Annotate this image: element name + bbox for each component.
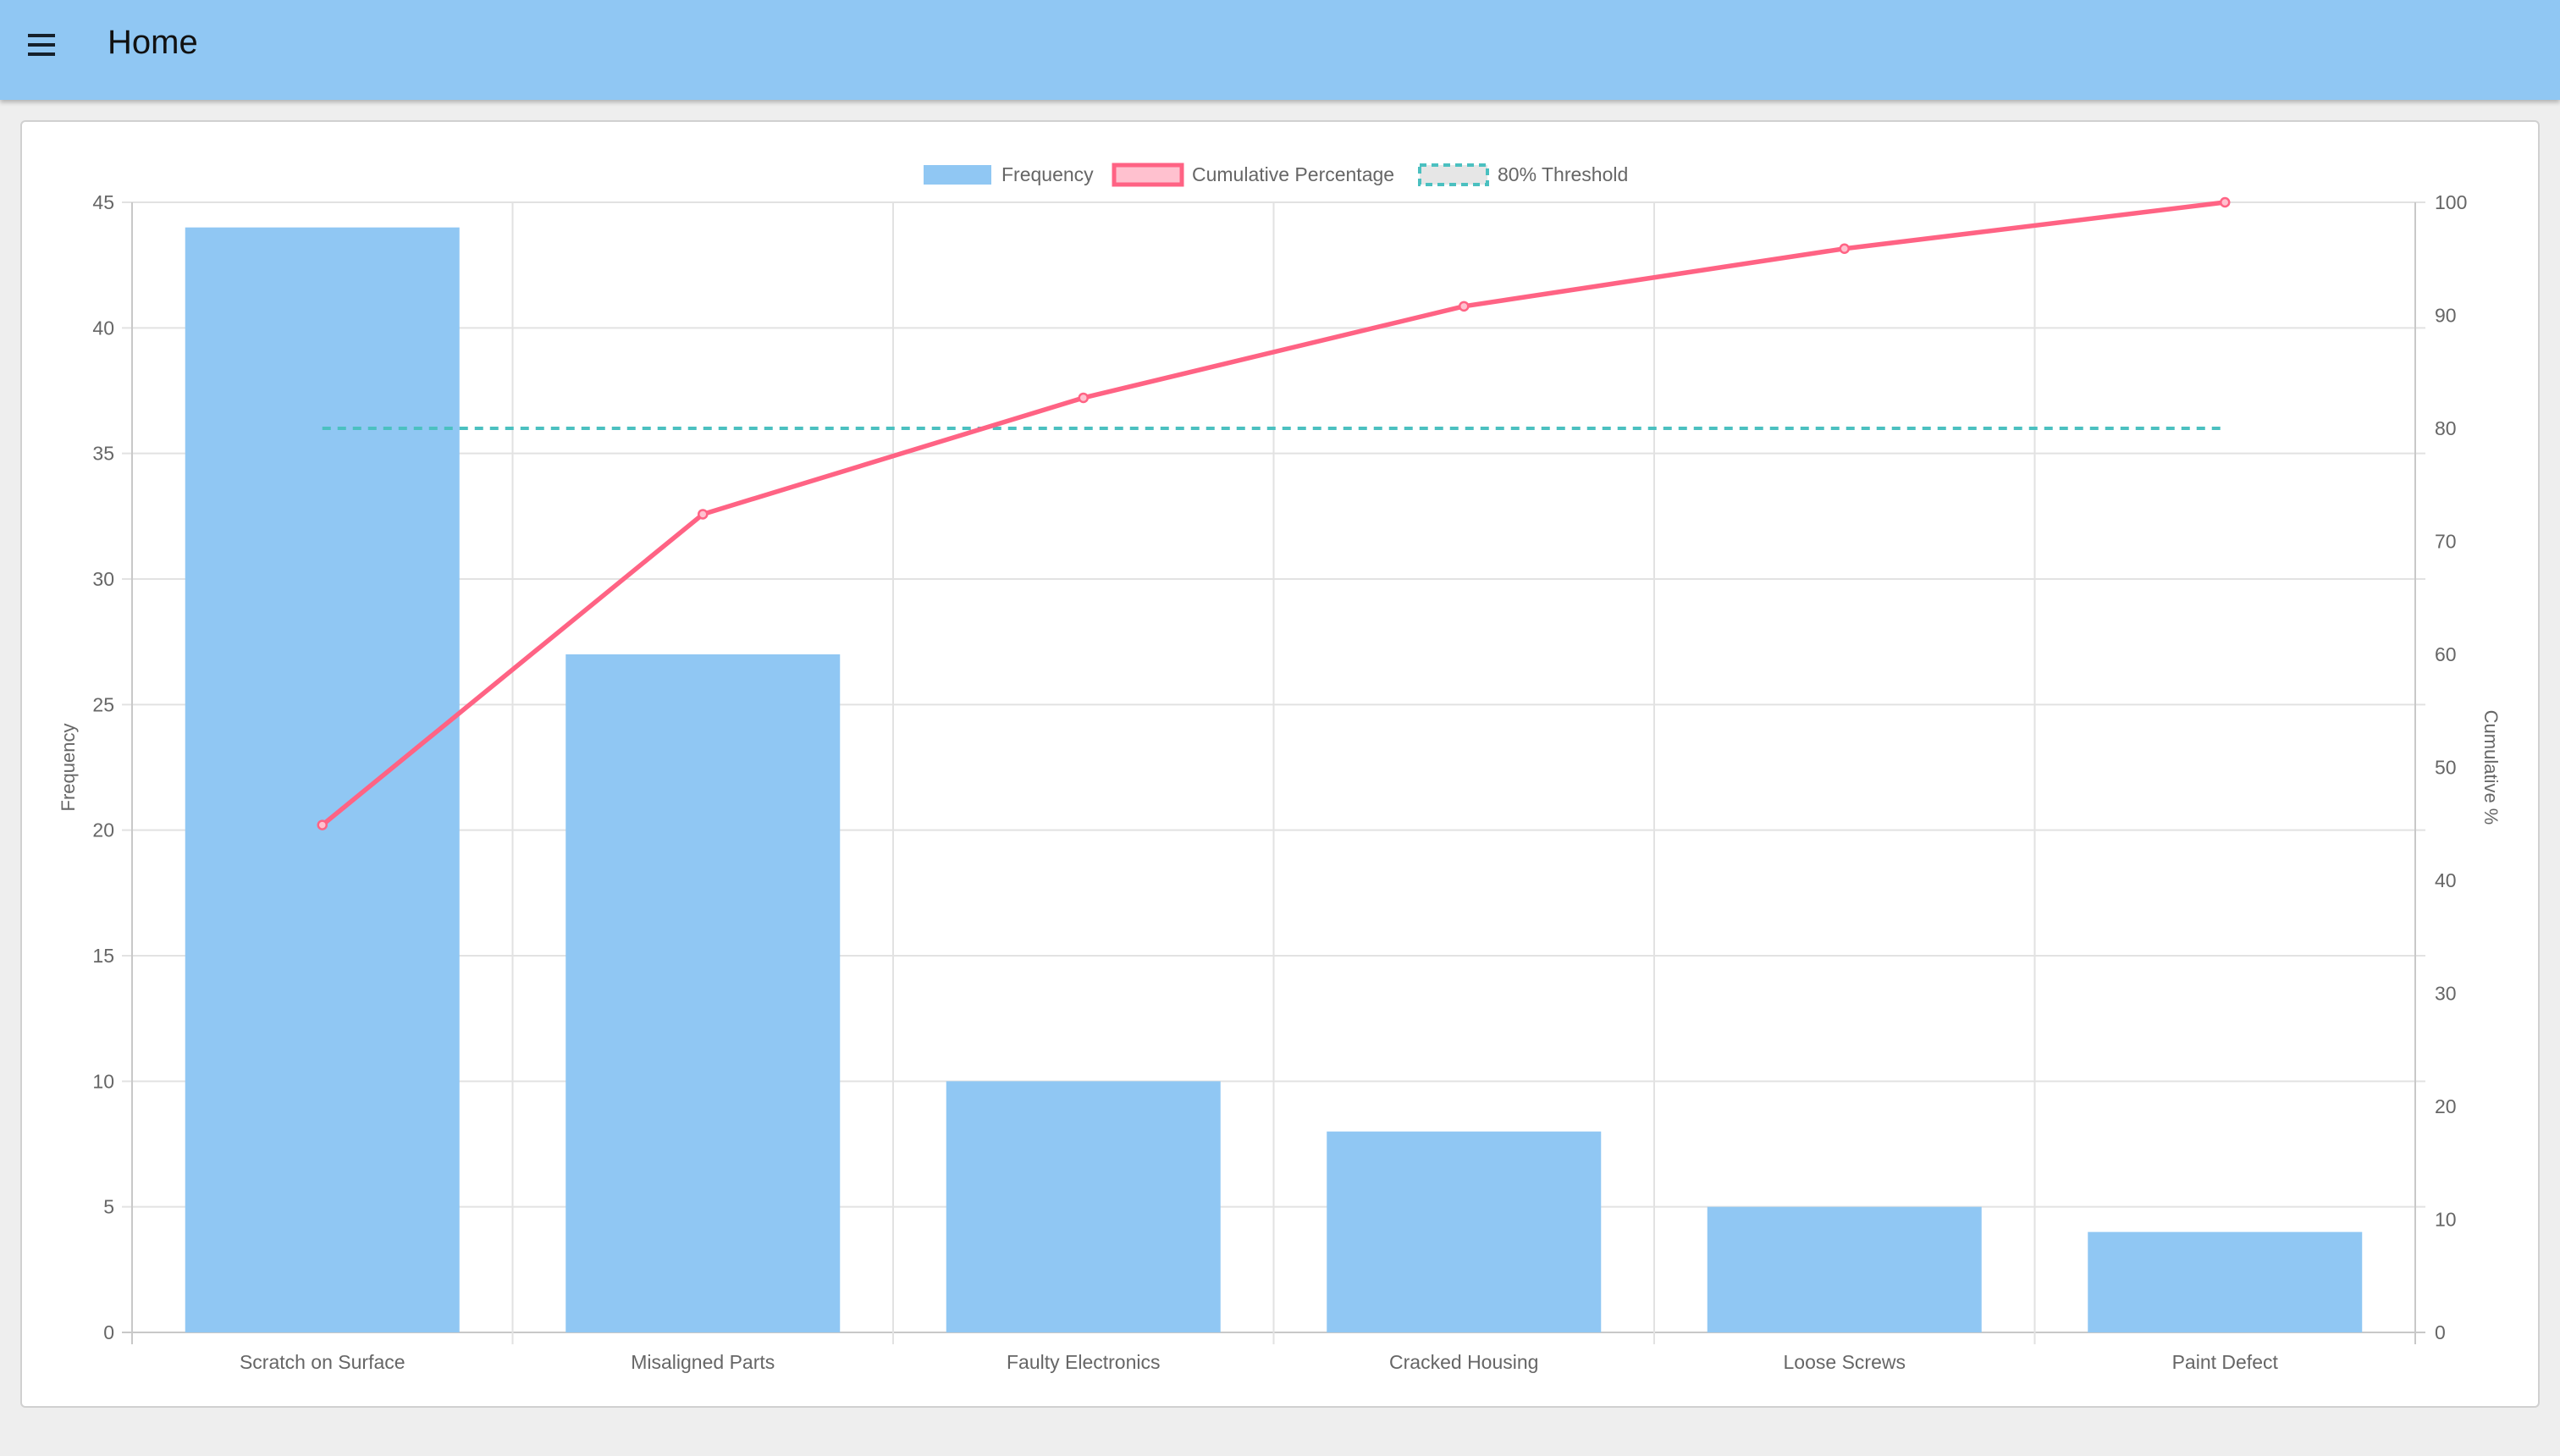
y2-tick-label: 90 bbox=[2435, 305, 2457, 327]
cumulative-line bbox=[321, 200, 2226, 827]
y-axis-title: Frequency bbox=[58, 724, 79, 812]
y2-tick-label: 100 bbox=[2435, 191, 2467, 213]
y2-tick-label: 40 bbox=[2435, 869, 2457, 891]
cumulative-point bbox=[1078, 392, 1089, 404]
y2-tick-label: 50 bbox=[2435, 757, 2457, 779]
bar bbox=[185, 227, 460, 1333]
y2-tick-label: 0 bbox=[2435, 1321, 2446, 1343]
y-tick-label: 10 bbox=[92, 1070, 114, 1092]
x-tick-label: Misaligned Parts bbox=[631, 1351, 775, 1373]
y-tick-label: 15 bbox=[92, 945, 114, 967]
y2-tick-label: 30 bbox=[2435, 983, 2457, 1005]
legend-swatch-cumulative bbox=[1112, 163, 1184, 187]
legend-label-cumulative: Cumulative Percentage bbox=[1192, 163, 1394, 185]
bar bbox=[1707, 1206, 1982, 1332]
legend-swatch-frequency bbox=[924, 165, 991, 185]
cumulative-point bbox=[1459, 301, 1470, 312]
cumulative-point bbox=[698, 509, 709, 520]
legend-label-threshold: 80% Threshold bbox=[1498, 163, 1628, 185]
y-tick-label: 45 bbox=[92, 191, 114, 213]
y2-tick-label: 10 bbox=[2435, 1209, 2457, 1231]
bar bbox=[566, 654, 841, 1332]
x-tick-label: Paint Defect bbox=[2172, 1351, 2279, 1373]
app-bar: Home bbox=[0, 0, 2560, 100]
bar bbox=[946, 1081, 1221, 1332]
x-tick-label: Scratch on Surface bbox=[240, 1351, 406, 1373]
y2-tick-label: 70 bbox=[2435, 531, 2457, 553]
y-tick-label: 25 bbox=[92, 693, 114, 715]
cumulative-point bbox=[2220, 196, 2231, 208]
y-tick-label: 40 bbox=[92, 317, 114, 339]
y-tick-label: 20 bbox=[92, 819, 114, 841]
cumulative-point bbox=[317, 819, 328, 830]
cumulative-point bbox=[1839, 243, 1850, 254]
hamburger-menu-icon[interactable] bbox=[28, 34, 55, 56]
page-title: Home bbox=[108, 24, 198, 61]
y2-tick-label: 60 bbox=[2435, 643, 2457, 665]
x-tick-label: Faulty Electronics bbox=[1007, 1351, 1161, 1373]
y-tick-label: 0 bbox=[103, 1321, 114, 1343]
y-tick-label: 5 bbox=[103, 1196, 114, 1218]
legend-label-frequency: Frequency bbox=[1001, 163, 1094, 185]
y2-tick-label: 80 bbox=[2435, 417, 2457, 439]
y-tick-label: 35 bbox=[92, 443, 114, 465]
bar bbox=[1327, 1131, 1602, 1332]
y-tick-label: 30 bbox=[92, 568, 114, 590]
bar bbox=[2088, 1232, 2363, 1332]
y2-tick-label: 20 bbox=[2435, 1095, 2457, 1117]
legend-swatch-threshold bbox=[1418, 163, 1489, 186]
x-tick-label: Cracked Housing bbox=[1389, 1351, 1538, 1373]
y2-axis-title: Cumulative % bbox=[2480, 710, 2502, 825]
x-tick-label: Loose Screws bbox=[1784, 1351, 1906, 1373]
